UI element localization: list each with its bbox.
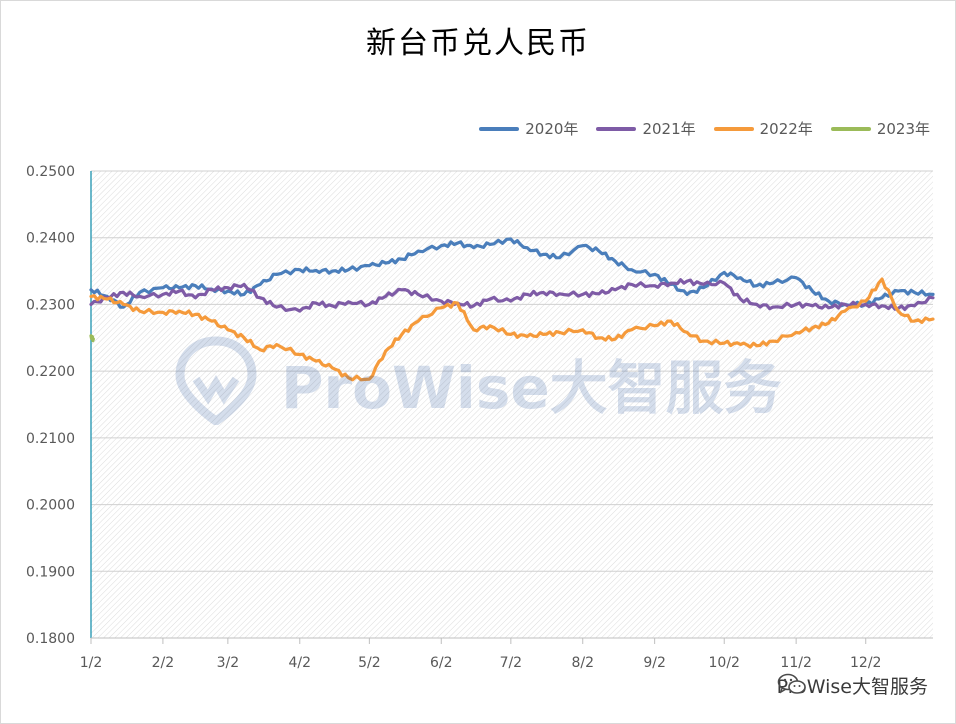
- x-tick-label: 5/2: [358, 655, 381, 671]
- legend-swatch: [713, 126, 754, 131]
- x-tick-label: 9/2: [643, 655, 666, 671]
- wechat-icon: [777, 673, 806, 694]
- series-lines: [89, 237, 935, 382]
- legend-label: 2021年: [642, 120, 696, 138]
- legend-item: 2022年: [713, 118, 813, 139]
- series-line-2020年: [89, 237, 935, 309]
- x-tick-label: 1/2: [80, 655, 103, 671]
- x-tick-label: 7/2: [500, 655, 523, 671]
- x-tick-label: 8/2: [571, 655, 594, 671]
- axes: 0.2500 0.2400 0.2300 0.2200 0.2100 0.2000 0.19…: [26, 164, 933, 671]
- y-tick-label: 0.2300: [26, 297, 75, 313]
- y-tick-label: 0.2500: [26, 164, 75, 180]
- chart-title: 新台币兑人民币: [366, 26, 590, 61]
- footer-brand-text: ProWise大智服务: [776, 676, 928, 698]
- y-tick-label: 0.1800: [26, 631, 75, 647]
- legend-label: 2020年: [525, 120, 579, 138]
- x-tick-label: 11/2: [780, 655, 811, 671]
- x-tick-label: 12/2: [850, 655, 881, 671]
- chart-legend: 2020年 2021年 2022年 2023年: [479, 118, 930, 139]
- legend-label: 2023年: [876, 120, 930, 138]
- footer-brand: ProWise大智服务: [777, 672, 928, 699]
- series-line-2022年: [89, 277, 935, 382]
- x-tick-label: 6/2: [430, 655, 453, 671]
- plot-area: [91, 171, 933, 638]
- legend-swatch: [830, 126, 871, 131]
- y-tick-label: 0.2200: [26, 364, 75, 380]
- legend-label: 2022年: [759, 120, 813, 138]
- x-tick-label: 4/2: [288, 655, 311, 671]
- y-tick-label: 0.2000: [26, 498, 75, 514]
- legend-item: 2020年: [479, 118, 578, 139]
- y-tick-label: 0.2100: [26, 431, 75, 447]
- legend-swatch: [596, 126, 637, 131]
- series-line-2023年: [89, 334, 95, 343]
- x-tick-label: 2/2: [152, 655, 175, 671]
- legend-item: 2023年: [830, 118, 930, 139]
- y-tick-label: 0.2400: [26, 231, 75, 247]
- legend-swatch: [479, 126, 520, 131]
- x-tick-label: 3/2: [217, 655, 240, 671]
- x-tick-label: 10/2: [709, 655, 740, 671]
- y-tick-label: 0.1900: [26, 564, 75, 580]
- series-line-2021年: [89, 278, 935, 313]
- legend-item: 2021年: [596, 118, 696, 139]
